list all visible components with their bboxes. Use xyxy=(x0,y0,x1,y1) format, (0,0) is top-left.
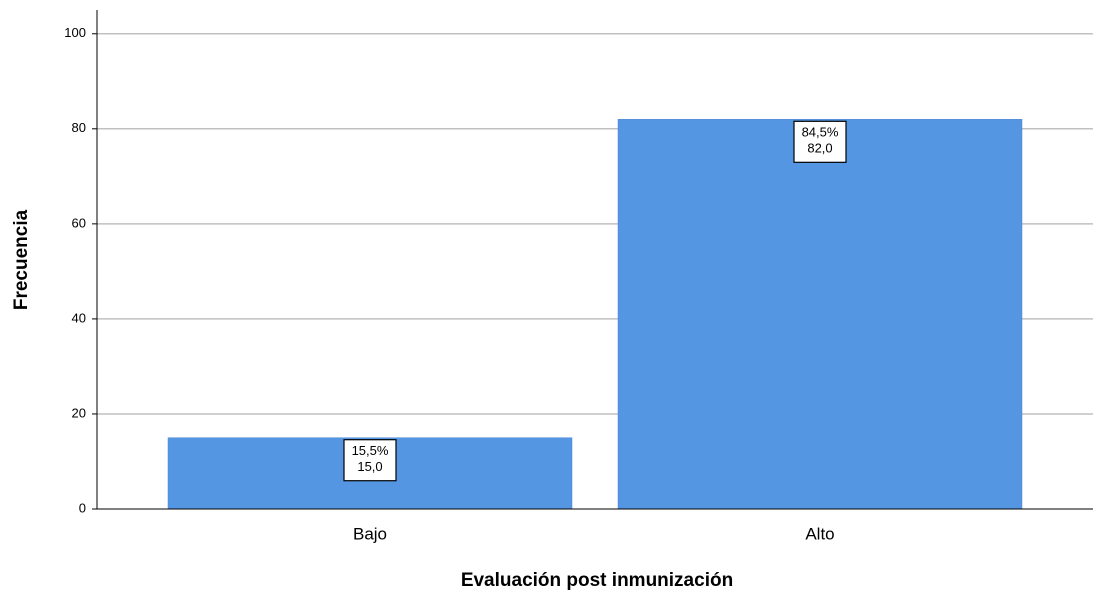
y-tick-label: 100 xyxy=(64,25,86,40)
data-label-box xyxy=(793,120,847,163)
y-tick-label: 0 xyxy=(79,500,86,515)
x-tick-label: Alto xyxy=(805,524,834,543)
x-tick-label: Bajo xyxy=(353,524,387,543)
data-label: 15,5%15,0 xyxy=(343,439,397,482)
data-label-box xyxy=(343,439,397,482)
y-tick-label: 40 xyxy=(72,310,86,325)
data-label: 84,5%82,0 xyxy=(793,120,847,163)
percent-label: 84,5% xyxy=(802,125,839,140)
x-axis-title: Evaluación post inmunización xyxy=(461,570,733,591)
y-tick-label: 60 xyxy=(72,215,86,230)
y-axis-title: Frecuencia xyxy=(11,209,32,310)
percent-label: 15,5% xyxy=(352,443,389,458)
y-tick-label: 80 xyxy=(72,120,86,135)
y-tick-label: 20 xyxy=(72,405,86,420)
value-label: 15,0 xyxy=(357,459,382,474)
value-label: 82,0 xyxy=(807,141,832,156)
bar xyxy=(617,119,1023,510)
